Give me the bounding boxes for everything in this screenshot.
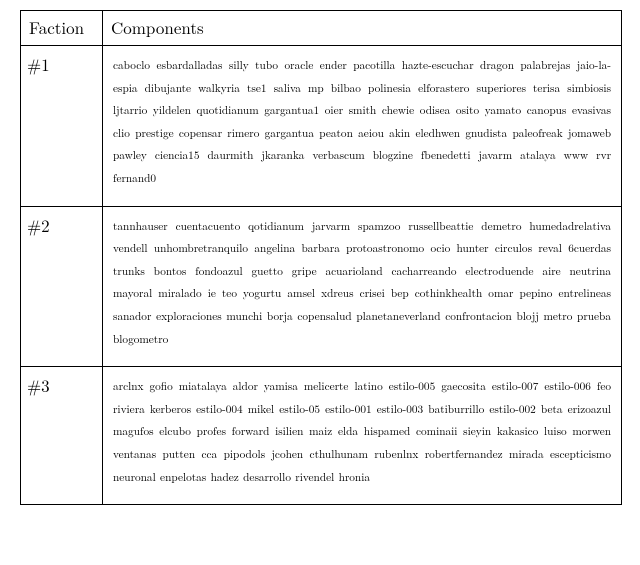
cell-components: tannhauser cuentacuento qotidianum jarva… xyxy=(103,206,622,367)
col-header-components: Components xyxy=(103,11,622,46)
cell-faction: #2 xyxy=(21,206,103,367)
table-row: #1 caboclo esbardalladas silly tubo orac… xyxy=(21,46,622,207)
table-row: #2 tannhauser cuentacuento qotidianum ja… xyxy=(21,206,622,367)
factions-table: Faction Components #1 caboclo esbardalla… xyxy=(20,10,622,505)
table-row: #3 arclnx gofio miatalaya aldor yamisa m… xyxy=(21,367,622,505)
cell-faction: #3 xyxy=(21,367,103,505)
cell-components: caboclo esbardalladas silly tubo oracle … xyxy=(103,46,622,207)
table-header-row: Faction Components xyxy=(21,11,622,46)
table-wrapper: Faction Components #1 caboclo esbardalla… xyxy=(0,0,640,515)
cell-faction: #1 xyxy=(21,46,103,207)
col-header-faction: Faction xyxy=(21,11,103,46)
cell-components: arclnx gofio miatalaya aldor yamisa meli… xyxy=(103,367,622,505)
